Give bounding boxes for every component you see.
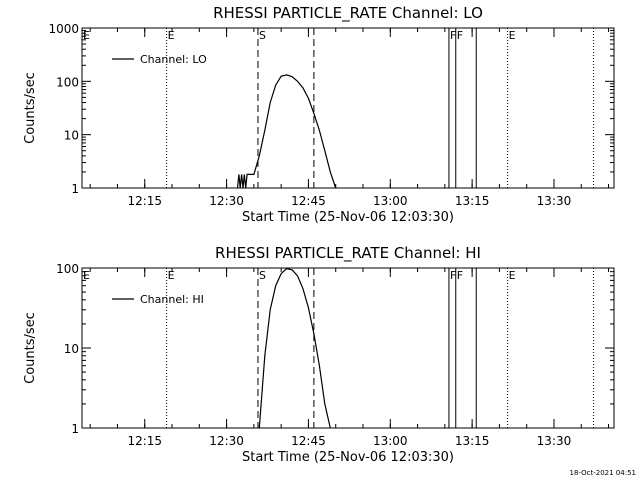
render-timestamp: 18-Oct-2021 04:51: [569, 469, 636, 477]
y-tick-label: 100: [56, 262, 79, 276]
legend-label: Channel: HI: [140, 293, 204, 306]
series-line: [258, 268, 331, 429]
legend-label: Channel: LO: [140, 53, 207, 66]
x-tick-label: 13:00: [373, 194, 408, 208]
event-label: E: [509, 29, 516, 42]
x-axis-label: Start Time (25-Nov-06 12:03:30): [242, 450, 454, 465]
y-tick-label: 1: [71, 422, 79, 436]
event-label: F: [457, 269, 463, 282]
event-label: S: [259, 29, 266, 42]
event-label: F: [450, 29, 456, 42]
x-tick-label: 12:30: [209, 194, 244, 208]
x-tick-label: 13:30: [537, 194, 572, 208]
series-line: [236, 74, 337, 189]
event-label: E: [168, 29, 175, 42]
y-tick-label: 1: [71, 182, 79, 196]
y-tick-label: 10: [64, 129, 79, 143]
lo-channel-panel: RHESSI PARTICLE_RATE Channel: LO 1 10 100 10…: [23, 4, 615, 225]
x-tick-label: 13:30: [537, 434, 572, 448]
x-tick-label: 12:45: [291, 434, 326, 448]
x-tick-label: 12:30: [209, 434, 244, 448]
x-tick-label: 12:15: [127, 434, 162, 448]
chart-title: RHESSI PARTICLE_RATE Channel: LO: [213, 4, 483, 23]
event-label: E: [509, 269, 516, 282]
x-axis-label: Start Time (25-Nov-06 12:03:30): [242, 210, 454, 225]
chart-title: RHESSI PARTICLE_RATE Channel: HI: [215, 244, 481, 263]
y-axis-label: Counts/sec: [23, 312, 38, 384]
x-tick-label: 12:15: [127, 194, 162, 208]
y-axis-label: Counts/sec: [23, 72, 38, 144]
event-label: E: [168, 269, 175, 282]
event-label-edge: E: [83, 29, 90, 42]
hi-channel-panel: RHESSI PARTICLE_RATE Channel: HI 1 10 100 12…: [23, 244, 615, 465]
y-tick-label: 100: [56, 75, 79, 89]
x-tick-label: 13:15: [455, 194, 490, 208]
event-label: F: [450, 269, 456, 282]
x-tick-label: 12:45: [291, 194, 326, 208]
x-tick-label: 13:00: [373, 434, 408, 448]
x-tick-label: 13:15: [455, 434, 490, 448]
plot-frame: [81, 267, 615, 429]
y-tick-label: 1000: [48, 22, 79, 36]
plot-frame: [81, 27, 615, 189]
event-label-edge: E: [83, 269, 90, 282]
event-label: S: [259, 269, 266, 282]
event-label: F: [457, 29, 463, 42]
y-tick-label: 10: [64, 342, 79, 356]
